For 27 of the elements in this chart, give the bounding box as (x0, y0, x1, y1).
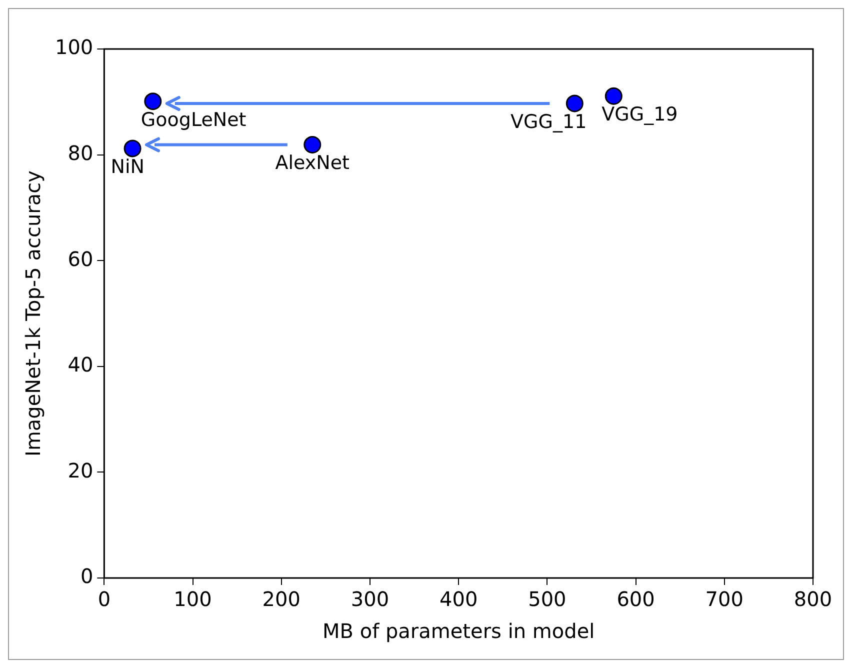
x-tick-label: 700 (705, 587, 744, 612)
y-axis-title: ImageNet-1k Top-5 accuracy (21, 170, 46, 456)
x-tick-label: 500 (528, 587, 566, 612)
y-tick-label: 0 (80, 564, 94, 588)
y-tick-label: 100 (54, 35, 94, 60)
annotation: VGG_11 (510, 110, 587, 133)
x-axis-title: MB of parameters in model (322, 619, 595, 644)
x-tick-label: 300 (350, 587, 390, 612)
x-tick-label: 100 (174, 587, 212, 612)
annotation: AlexNet (275, 152, 350, 174)
annotation: GoogLeNet (140, 108, 246, 131)
point (566, 94, 584, 112)
y-tick-label: 20 (68, 458, 94, 482)
x-tick-label: 800 (794, 587, 832, 612)
y-tick-label: 80 (68, 141, 94, 166)
y-tick-label: 60 (68, 246, 94, 271)
point (304, 136, 322, 154)
x-tick-label: 0 (98, 587, 111, 612)
point (144, 92, 162, 110)
annotation: NiN (110, 156, 145, 178)
x-tick-label: 400 (439, 587, 478, 612)
point (124, 140, 142, 158)
x-tick-label: 200 (262, 587, 300, 612)
x-tick-label: 600 (616, 587, 655, 612)
annotation: VGG_19 (602, 104, 678, 126)
y-tick-label: 40 (68, 352, 94, 377)
point (604, 87, 622, 105)
